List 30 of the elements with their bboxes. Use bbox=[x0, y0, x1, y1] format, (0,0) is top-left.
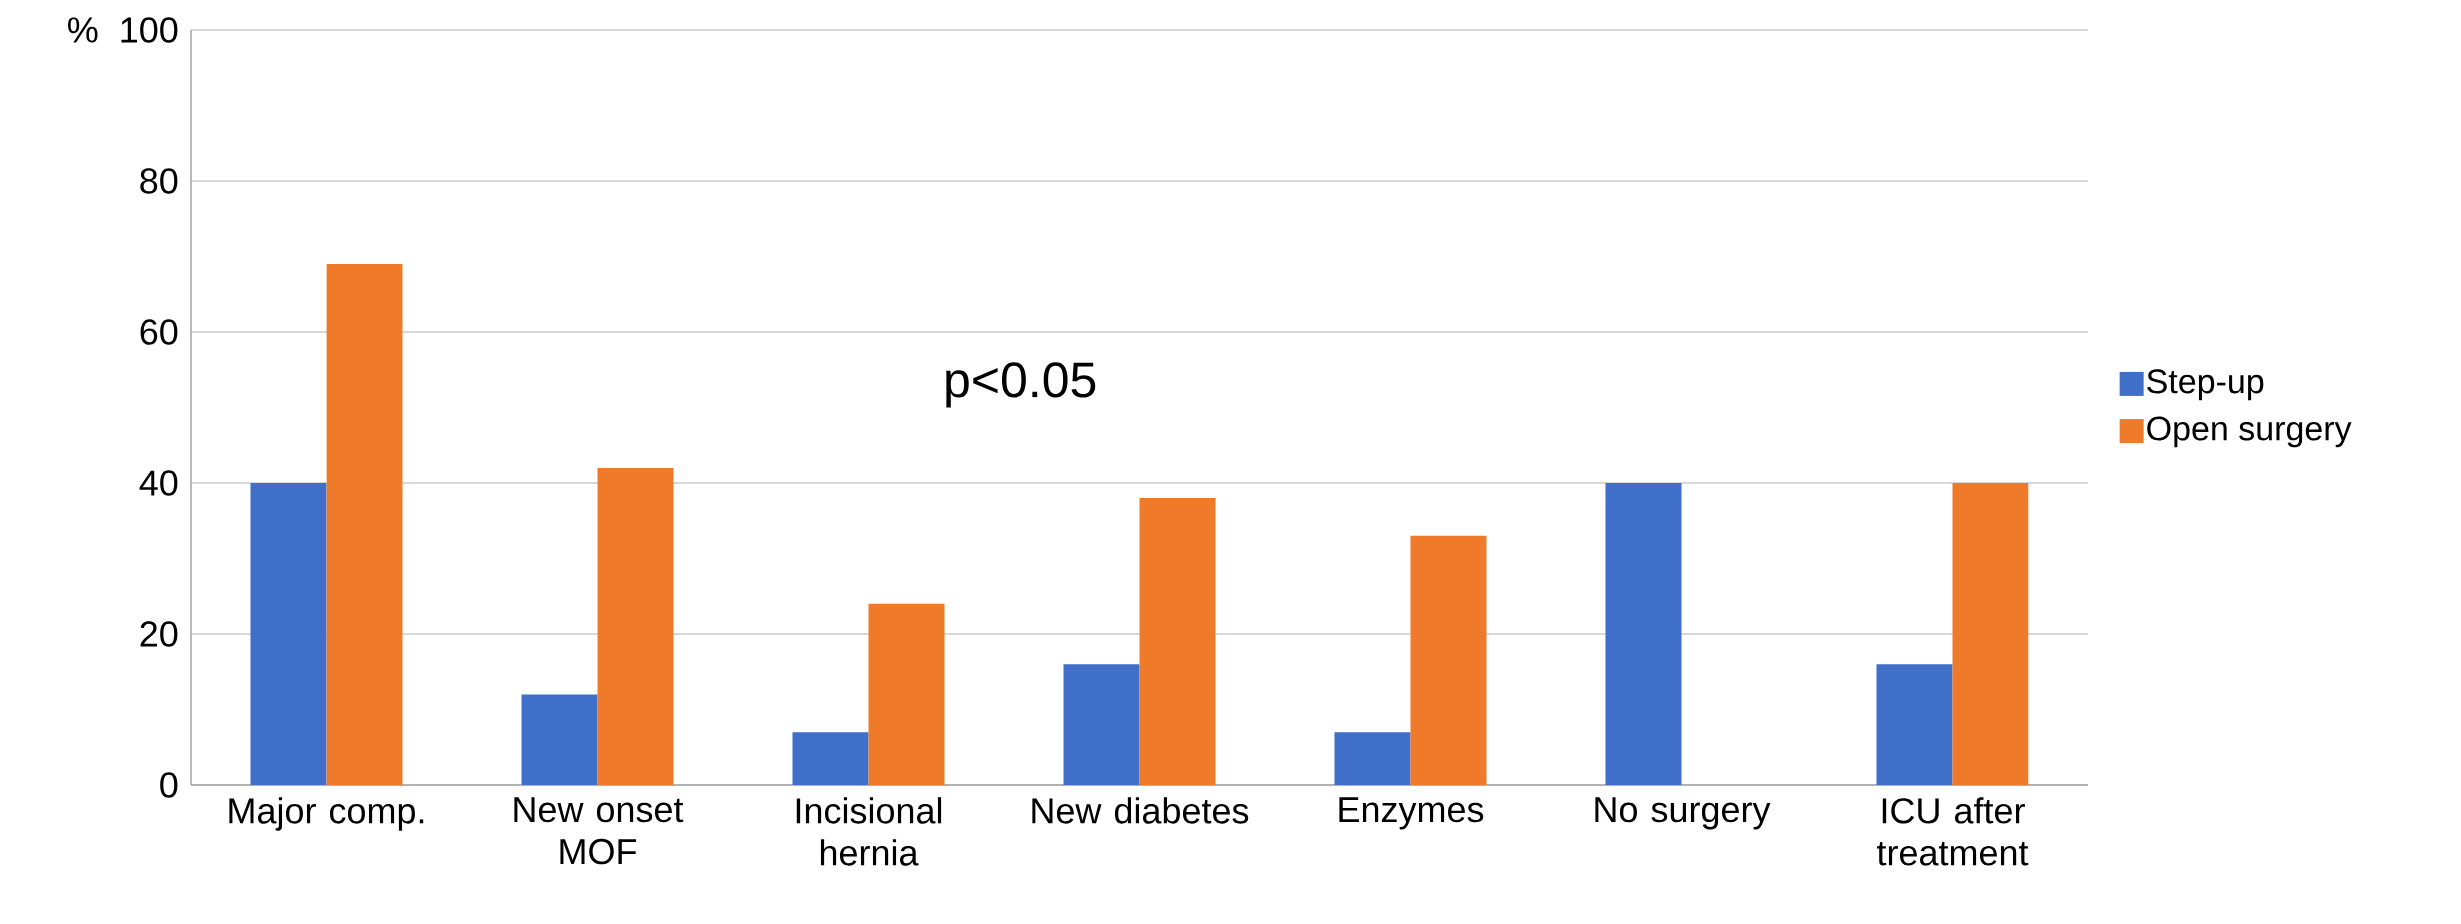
annotation: p<0.05 bbox=[946, 362, 1096, 408]
x-tick-label: Major comp. bbox=[229, 797, 424, 831]
x-tick-label: Incisional hernia bbox=[796, 797, 942, 866]
bar bbox=[521, 694, 598, 785]
legend-label: Open surgery bbox=[2147, 416, 2352, 448]
bar bbox=[1334, 732, 1411, 785]
bar bbox=[1063, 664, 1140, 785]
bar bbox=[792, 732, 869, 785]
x-tick-label: ICU after treatment bbox=[1877, 797, 2029, 866]
bar bbox=[1605, 483, 1682, 785]
y-tick-label: 0 bbox=[160, 772, 178, 798]
bar bbox=[250, 483, 327, 785]
x-tick-label: New onset MOF bbox=[514, 797, 684, 865]
bar bbox=[1139, 498, 1216, 785]
bar bbox=[868, 603, 945, 785]
bar bbox=[597, 467, 674, 785]
y-axis-title: % bbox=[68, 17, 98, 43]
bar bbox=[326, 264, 403, 785]
bar bbox=[1952, 483, 2029, 785]
y-tick-label: 80 bbox=[140, 168, 178, 194]
bar bbox=[1410, 535, 1487, 785]
y-tick-label: 20 bbox=[140, 621, 178, 647]
bar bbox=[1876, 664, 1953, 785]
x-tick-label: Enzymes bbox=[1339, 797, 1484, 830]
y-tick-label: 60 bbox=[140, 319, 178, 345]
x-tick-label: New diabetes bbox=[1032, 797, 1249, 824]
x-tick-label: No surgery bbox=[1595, 797, 1771, 830]
y-tick-label: 40 bbox=[139, 470, 178, 496]
y-tick-label: 100 bbox=[121, 17, 178, 43]
legend-label: Step-up bbox=[2147, 369, 2264, 401]
